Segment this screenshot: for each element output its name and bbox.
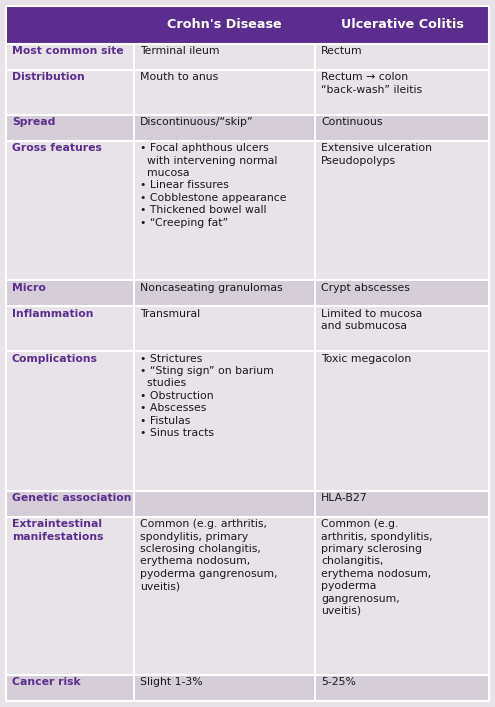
Text: Genetic association: Genetic association [12,493,132,503]
Text: Toxic megacolon: Toxic megacolon [321,354,411,363]
Text: Ulcerative Colitis: Ulcerative Colitis [341,18,463,31]
Bar [6,491,489,517]
Text: Crohn's Disease: Crohn's Disease [167,18,282,31]
Text: Terminal ileum: Terminal ileum [140,46,219,57]
Text: Spread: Spread [12,117,55,127]
Text: Most common site: Most common site [12,46,124,57]
Text: Mouth to anus: Mouth to anus [140,72,218,82]
Text: • Strictures
• “Sting sign” on barium
  studies
• Obstruction
• Abscesses
• Fist: • Strictures • “Sting sign” on barium st… [140,354,274,438]
Text: Inflammation: Inflammation [12,309,94,319]
Bar [6,351,489,491]
Text: Distribution: Distribution [12,72,85,82]
Bar [6,70,489,115]
Bar [6,6,489,44]
Text: Extraintestinal
manifestations: Extraintestinal manifestations [12,519,103,542]
Text: Extensive ulceration
Pseudopolyps: Extensive ulceration Pseudopolyps [321,144,432,165]
Text: Noncaseating granulomas: Noncaseating granulomas [140,283,283,293]
Text: Slight 1-3%: Slight 1-3% [140,677,202,687]
Bar [6,306,489,351]
Text: Common (e.g. arthritis,
spondylitis, primary
sclerosing cholangitis,
erythema no: Common (e.g. arthritis, spondylitis, pri… [140,519,278,591]
Bar [6,44,489,70]
Text: Discontinuous/“skip”: Discontinuous/“skip” [140,117,253,127]
Text: Gross features: Gross features [12,144,102,153]
Text: Micro: Micro [12,283,46,293]
Text: HLA-B27: HLA-B27 [321,493,368,503]
Text: Crypt abscesses: Crypt abscesses [321,283,410,293]
Text: Complications: Complications [12,354,98,363]
Text: Common (e.g.
arthritis, spondylitis,
primary sclerosing
cholangitis,
erythema no: Common (e.g. arthritis, spondylitis, pri… [321,519,433,616]
Bar [6,517,489,675]
Text: Continuous: Continuous [321,117,383,127]
Bar [6,115,489,141]
Bar [6,141,489,280]
Text: Rectum → colon
“back-wash” ileitis: Rectum → colon “back-wash” ileitis [321,72,422,95]
Text: Rectum: Rectum [321,46,363,57]
Text: Limited to mucosa
and submucosa: Limited to mucosa and submucosa [321,309,422,331]
Text: Cancer risk: Cancer risk [12,677,81,687]
Bar [6,280,489,306]
Text: 5-25%: 5-25% [321,677,356,687]
Bar [6,675,489,701]
Text: Transmural: Transmural [140,309,200,319]
Text: • Focal aphthous ulcers
  with intervening normal
  mucosa
• Linear fissures
• C: • Focal aphthous ulcers with intervening… [140,144,287,228]
